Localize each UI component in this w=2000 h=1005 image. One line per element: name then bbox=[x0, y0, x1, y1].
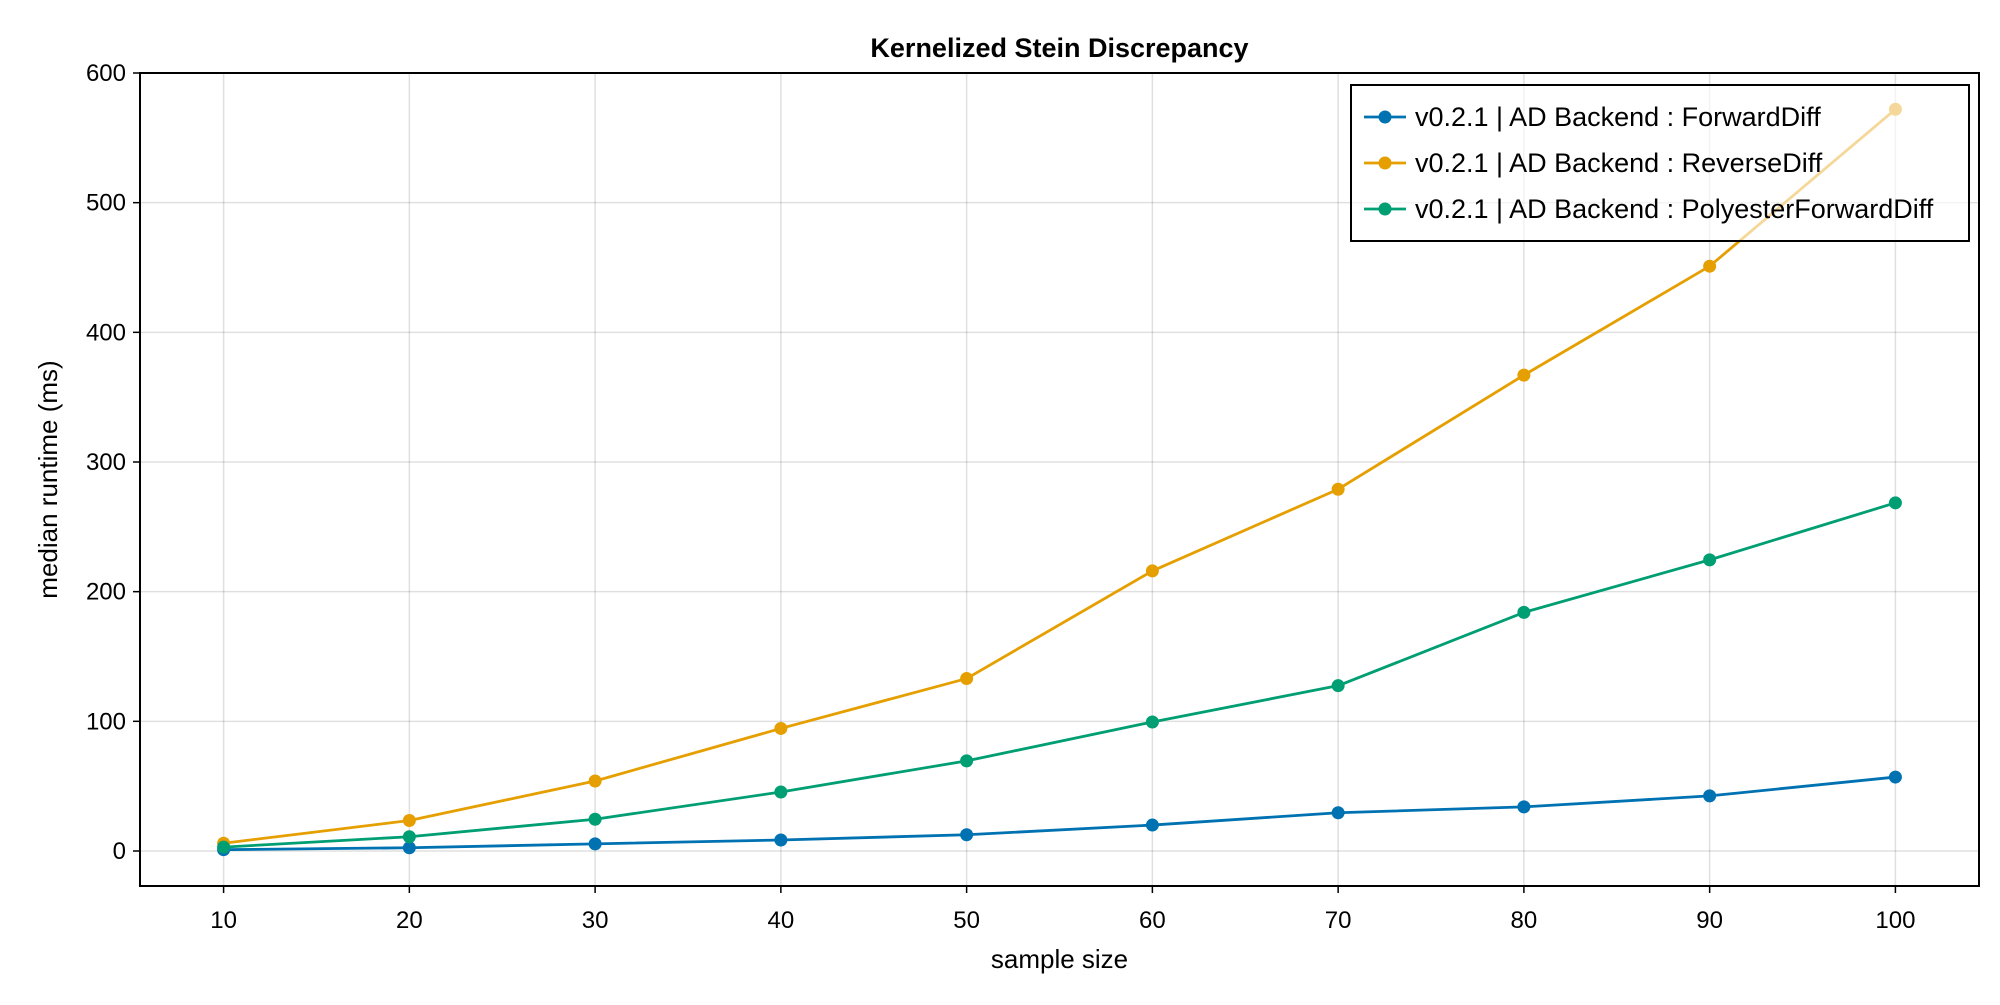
data-point bbox=[1331, 679, 1345, 693]
y-tick-label: 100 bbox=[86, 708, 126, 735]
x-tick-label: 80 bbox=[1511, 907, 1538, 934]
series-line bbox=[223, 501, 1896, 849]
data-point bbox=[402, 841, 416, 855]
data-point bbox=[1331, 482, 1345, 496]
plot-frame bbox=[139, 72, 1980, 887]
chart-title: Kernelized Stein Discrepancy bbox=[870, 33, 1248, 63]
legend-label: v0.2.1 | AD Backend : PolyesterForwardDi… bbox=[1415, 194, 1934, 224]
data-point bbox=[1703, 553, 1717, 567]
data-point bbox=[1888, 496, 1902, 510]
y-tick-label: 400 bbox=[86, 319, 126, 346]
x-tick-label: 50 bbox=[953, 907, 980, 934]
x-tick-label: 10 bbox=[210, 907, 237, 934]
legend-label: v0.2.1 | AD Backend : ReverseDiff bbox=[1415, 148, 1823, 178]
legend-swatch-marker bbox=[1378, 110, 1392, 124]
data-point bbox=[1703, 259, 1717, 273]
legend-item: v0.2.1 | AD Backend : PolyesterForwardDi… bbox=[1364, 194, 1934, 224]
data-point bbox=[960, 754, 974, 768]
data-point bbox=[1517, 800, 1531, 814]
data-point bbox=[1145, 715, 1159, 729]
data-point bbox=[1517, 368, 1531, 382]
y-tick-label: 0 bbox=[113, 838, 126, 865]
legend-label: v0.2.1 | AD Backend : ForwardDiff bbox=[1415, 102, 1821, 132]
x-tick-label: 60 bbox=[1139, 907, 1166, 934]
legend-box bbox=[1350, 84, 1970, 242]
series-line bbox=[223, 108, 1897, 845]
data-point bbox=[402, 814, 416, 828]
data-point bbox=[960, 672, 974, 686]
data-point bbox=[1703, 789, 1717, 803]
y-tick-label: 500 bbox=[86, 190, 126, 217]
data-point bbox=[402, 830, 416, 844]
x-tick-label: 20 bbox=[396, 907, 423, 934]
data-point bbox=[774, 833, 788, 847]
x-tick-label: 40 bbox=[768, 907, 795, 934]
data-point bbox=[960, 828, 974, 842]
series-3 bbox=[217, 496, 1902, 854]
axis-ticks: 10 20 30 40 50 60 70 80 90 100 0 100 200 300 400 500 600 bbox=[86, 60, 1915, 934]
data-point bbox=[1888, 770, 1902, 784]
data-point bbox=[774, 785, 788, 799]
x-tick-label: 90 bbox=[1696, 907, 1723, 934]
y-tick-label: 200 bbox=[86, 579, 126, 606]
legend-item: v0.2.1 | AD Backend : ReverseDiff bbox=[1364, 148, 1823, 178]
data-point bbox=[588, 812, 602, 826]
y-tick-label: 300 bbox=[86, 449, 126, 476]
legend: v0.2.1 | AD Backend : ForwardDiff v0.2.1 … bbox=[1350, 84, 1970, 242]
data-point bbox=[1331, 806, 1345, 820]
y-tick-label: 600 bbox=[86, 60, 126, 87]
data-point bbox=[217, 840, 231, 854]
data-point bbox=[1517, 605, 1531, 619]
legend-swatch-marker bbox=[1378, 202, 1392, 216]
series-line bbox=[223, 775, 1896, 852]
x-tick-label: 70 bbox=[1325, 907, 1352, 934]
x-tick-label: 30 bbox=[582, 907, 609, 934]
data-point bbox=[588, 837, 602, 851]
legend-swatch-marker bbox=[1378, 156, 1392, 170]
data-point bbox=[1145, 564, 1159, 578]
data-point bbox=[588, 774, 602, 788]
x-axis-label: sample size bbox=[991, 944, 1128, 974]
series-layer bbox=[217, 102, 1902, 857]
data-point bbox=[1145, 818, 1159, 832]
legend-item: v0.2.1 | AD Backend : ForwardDiff bbox=[1364, 102, 1821, 132]
x-tick-label: 100 bbox=[1875, 907, 1915, 934]
y-axis-label: median runtime (ms) bbox=[33, 360, 63, 598]
data-point bbox=[774, 721, 788, 735]
